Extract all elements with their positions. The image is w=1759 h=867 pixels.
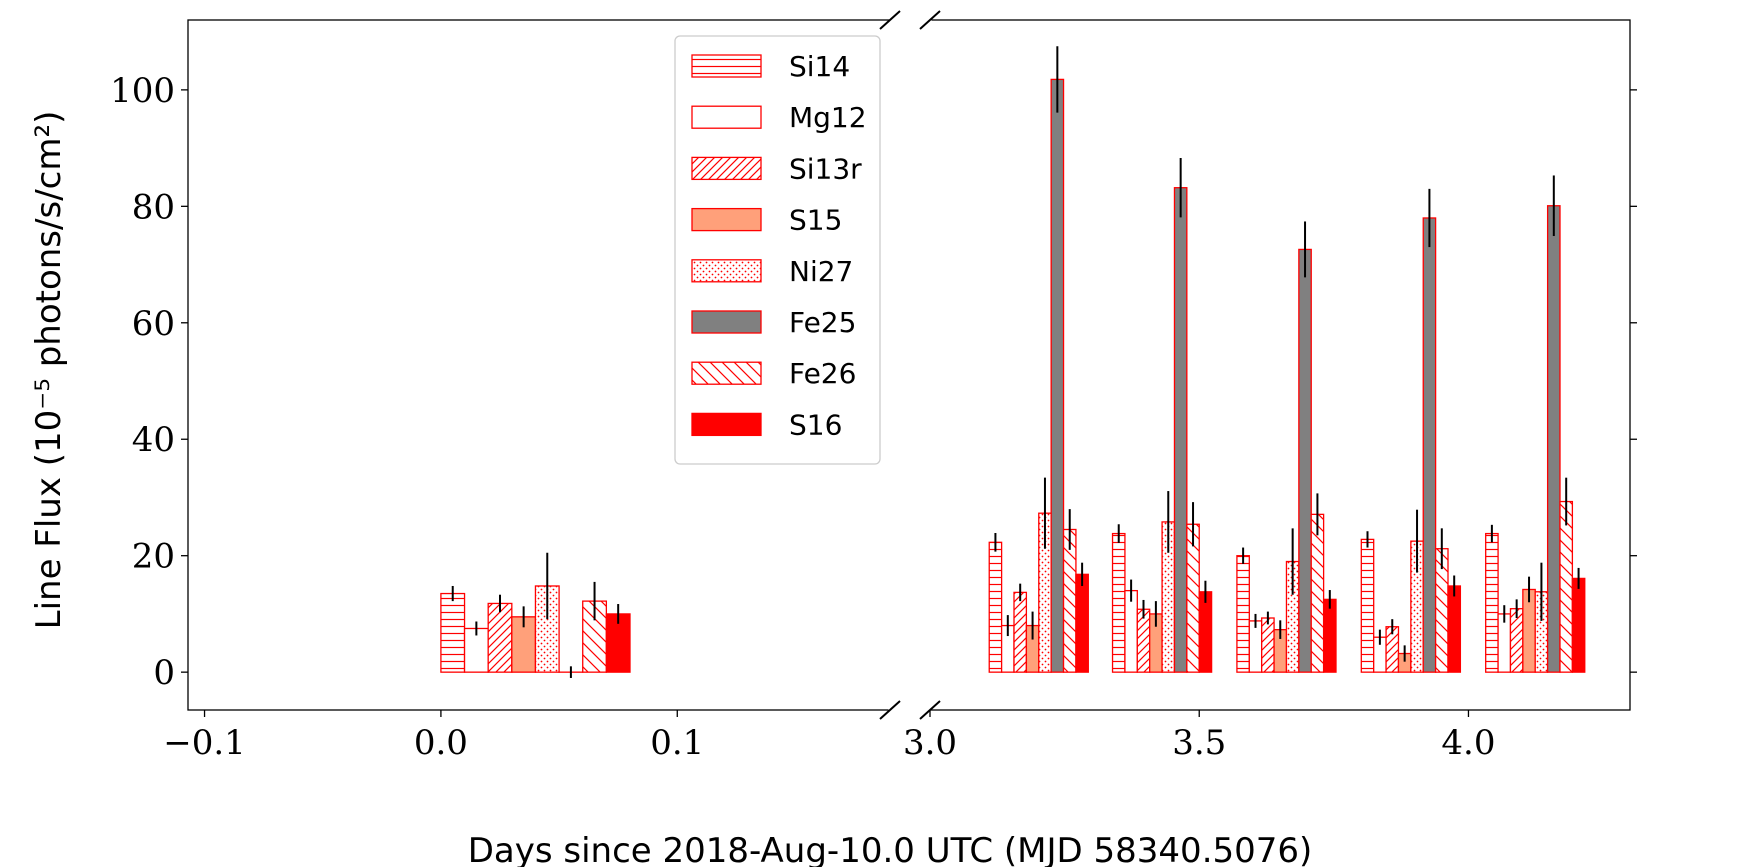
- bar-si14: [1111, 532, 1126, 673]
- legend-frame: [674, 35, 881, 465]
- y-tick-label: 60: [132, 304, 175, 344]
- bar-si13r: [1509, 608, 1524, 673]
- bar-fe26: [1186, 523, 1200, 673]
- legend-swatch-s15: [691, 207, 762, 232]
- bar-s16: [1198, 591, 1213, 673]
- legend-label-s16: S16: [789, 408, 842, 441]
- bar-si13r: [1013, 591, 1028, 673]
- axis-break-marks: [879, 10, 941, 720]
- bar-mg12: [1124, 589, 1138, 673]
- bar-si14: [1236, 555, 1250, 673]
- legend-label-fe26: Fe26: [789, 357, 856, 390]
- y-tick-label: 100: [110, 71, 175, 111]
- x-tick-label: 3.5: [1172, 723, 1226, 763]
- legend-swatch-mg12: [691, 105, 762, 129]
- break-mark-bottom-left: [879, 700, 901, 720]
- x-axis-label: Days since 2018-Aug-10.0 UTC (MJD 58340.…: [468, 831, 1313, 867]
- bar-si13r: [487, 602, 513, 673]
- y-tick-label: 0: [153, 653, 175, 693]
- legend-label-fe25: Fe25: [789, 306, 856, 339]
- bar-s16: [1571, 577, 1586, 673]
- bar-fe25: [1546, 205, 1561, 673]
- legend-label-si14: Si14: [789, 50, 850, 83]
- bar-fe26: [1310, 513, 1325, 673]
- x-tick-label: 0.0: [414, 723, 468, 763]
- bar-si14: [988, 541, 1003, 673]
- legend-swatch-fe26: [691, 361, 762, 385]
- bar-si14: [440, 592, 466, 673]
- errorbars-layer: [451, 46, 1580, 678]
- bar-si14: [1485, 532, 1499, 673]
- y-axis-ticks: 0 20 40 60 80 100: [110, 71, 1637, 693]
- x-axis-ticks: −0.1 0.0 0.1 3.0 3.5 4.0: [163, 710, 1496, 763]
- legend-label-ni27: Ni27: [789, 255, 853, 288]
- bar-mg12: [1497, 613, 1512, 673]
- bar-si13r: [1261, 617, 1275, 673]
- bar-si13r: [1136, 608, 1151, 673]
- legend-label-si13r: Si13r: [789, 152, 862, 185]
- break-mark-top-left: [879, 10, 901, 30]
- legend-swatch-ni27: [691, 259, 762, 283]
- bar-s16: [1447, 585, 1462, 673]
- y-tick-label: 40: [132, 420, 175, 460]
- bar-mg12: [1248, 620, 1263, 673]
- axes-frame: [187, 19, 1631, 711]
- legend-swatch-fe25: [691, 310, 762, 334]
- legend: Si14 Mg12 Si13r S15 Ni27 Fe25 Fe26 S16: [674, 35, 881, 465]
- bar-fe26: [1062, 528, 1077, 673]
- y-axis-label: Line Flux (10⁻⁵ photons/s/cm²): [29, 111, 69, 630]
- legend-swatch-s16: [691, 412, 762, 437]
- x-tick-label: 4.0: [1441, 723, 1495, 763]
- x-tick-label: 3.0: [903, 723, 957, 763]
- bar-s16: [1075, 573, 1089, 673]
- break-mark-top-right: [919, 10, 941, 30]
- bar-fe25: [1422, 217, 1437, 673]
- x-tick-label: −0.1: [163, 723, 246, 763]
- bars-layer: [440, 78, 1586, 673]
- bar-fe25: [1050, 78, 1065, 673]
- legend-label-s15: S15: [789, 204, 842, 237]
- x-tick-label: 0.1: [650, 723, 704, 763]
- bar-fe25: [1173, 187, 1188, 673]
- bar-fe26: [1559, 500, 1574, 673]
- bar-s16: [1322, 598, 1337, 673]
- y-tick-label: 80: [132, 187, 175, 227]
- legend-swatch-si13r: [691, 156, 762, 181]
- bar-si14: [1360, 538, 1375, 673]
- legend-swatch-si14: [691, 54, 762, 78]
- bar-fe25: [1298, 248, 1312, 673]
- y-tick-label: 20: [132, 537, 175, 577]
- legend-label-mg12: Mg12: [789, 101, 867, 134]
